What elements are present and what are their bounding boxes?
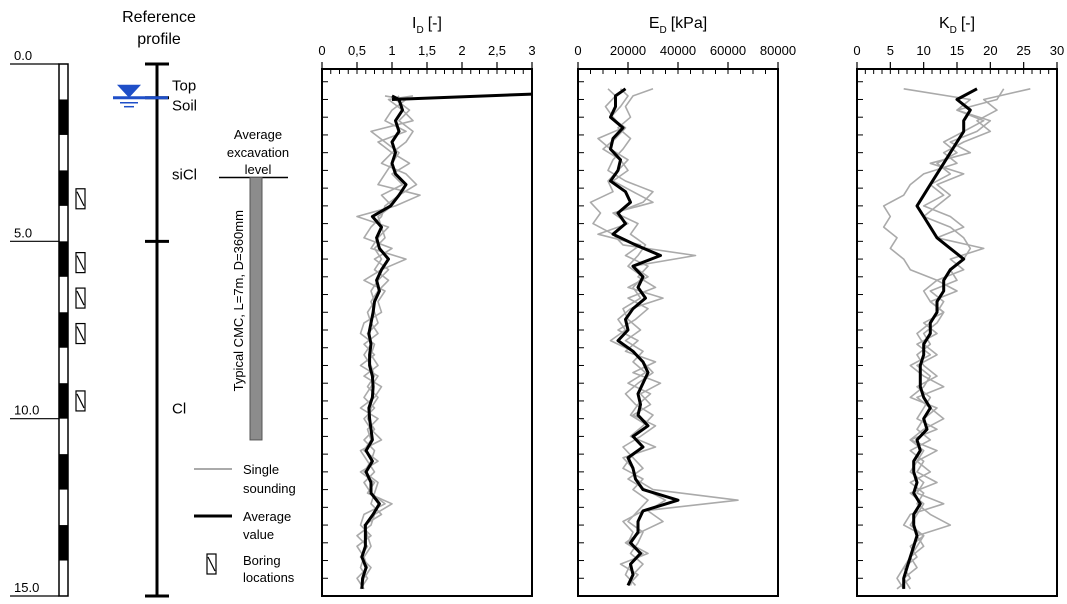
single-sounding-line bbox=[882, 88, 1031, 590]
single-sounding-line bbox=[896, 88, 1005, 590]
boring-location-icon bbox=[75, 188, 86, 210]
x-tick-label: 1,5 bbox=[418, 43, 436, 58]
pile-bar bbox=[249, 176, 263, 441]
x-tick-label: 3 bbox=[528, 43, 535, 58]
legend-average-line1: Average bbox=[243, 509, 291, 524]
single-sounding-line bbox=[597, 88, 667, 586]
x-tick-label: 40000 bbox=[660, 43, 696, 58]
excavation-label: Average bbox=[234, 127, 282, 142]
x-tick-label: 25 bbox=[1016, 43, 1030, 58]
legend-boring-icon bbox=[206, 553, 217, 575]
layer-labels: Top Soil siCl Cl bbox=[172, 78, 197, 418]
legend-boring-line2: locations bbox=[243, 570, 295, 585]
layer-label: Soil bbox=[172, 98, 197, 115]
depth-scale-band bbox=[59, 525, 68, 561]
chart-kd: KD [-] 0 5 10 15 20 25 30 bbox=[853, 15, 1064, 597]
average-value-line bbox=[360, 94, 408, 589]
depth-scale-band bbox=[59, 454, 68, 490]
chart-ed: ED [kPa] 0 20000 40000 60000 80000 bbox=[574, 15, 796, 597]
x-tick-label: 0 bbox=[318, 43, 325, 58]
layer-label: Cl bbox=[172, 400, 186, 417]
single-sounding-line bbox=[589, 88, 739, 586]
depth-tick-label: 5.0 bbox=[14, 225, 32, 240]
single-sounding-line bbox=[356, 95, 421, 590]
depth-scale-band bbox=[59, 312, 68, 348]
x-tick-label: 2,5 bbox=[488, 43, 506, 58]
depth-scale-band bbox=[59, 99, 68, 135]
legend-single-line1: Single bbox=[243, 462, 279, 477]
x-tick-label: 5 bbox=[887, 43, 894, 58]
single-sounding-line bbox=[359, 95, 411, 590]
depth-scale: 0.0 5.0 10.0 15.0 bbox=[10, 48, 69, 597]
average-value-line bbox=[391, 92, 533, 101]
excavation-label: excavation bbox=[227, 145, 289, 160]
chart-id: ID [-] 0 0,5 1 1,5 2 2,5 3 bbox=[318, 15, 536, 597]
groundwater-triangle bbox=[117, 84, 141, 98]
boring-location-icon bbox=[75, 287, 86, 309]
pile-label: Typical CMC, L=7m, D=360mm bbox=[231, 210, 246, 391]
depth-tick-label: 10.0 bbox=[14, 403, 39, 418]
x-tick-label: 15 bbox=[950, 43, 964, 58]
reference-profile-title-line2: profile bbox=[137, 31, 181, 48]
chart-frame bbox=[321, 68, 533, 597]
depth-scale-stripes bbox=[59, 99, 68, 561]
legend: Single sounding Average value Boring loc… bbox=[194, 462, 296, 585]
depth-scale-ticks: 0.0 5.0 10.0 15.0 bbox=[10, 48, 59, 597]
reference-profile-title-line1: Reference bbox=[122, 9, 196, 26]
x-tick-label: 20 bbox=[983, 43, 997, 58]
reference-profile: Reference profile Top Soil siCl Cl Average e… bbox=[113, 9, 289, 598]
depth-tick-label: 15.0 bbox=[14, 580, 39, 595]
x-tick-label: 30 bbox=[1050, 43, 1064, 58]
depth-scale-band bbox=[59, 170, 68, 206]
legend-average-line2: value bbox=[243, 527, 274, 542]
chart-frame bbox=[856, 68, 1058, 597]
average-value-line bbox=[609, 87, 680, 587]
cmc-pile: Typical CMC, L=7m, D=360mm bbox=[231, 176, 263, 441]
layer-label: siCl bbox=[172, 166, 197, 183]
excavation-level: Average excavation level bbox=[219, 127, 289, 179]
chart-frame bbox=[577, 68, 779, 597]
depth-tick-label: 0.0 bbox=[14, 48, 32, 63]
boring-location-icon bbox=[75, 390, 86, 412]
groundwater-icon bbox=[113, 84, 168, 108]
legend-boring-line1: Boring bbox=[243, 553, 281, 568]
x-tick-label: 0,5 bbox=[348, 43, 366, 58]
depth-scale-band bbox=[59, 241, 68, 277]
legend-single-line2: sounding bbox=[243, 481, 296, 496]
boring-location-icon bbox=[75, 252, 86, 274]
chart-title: KD [-] bbox=[939, 15, 975, 36]
excavation-label: level bbox=[245, 162, 272, 177]
x-tick-label: 10 bbox=[916, 43, 930, 58]
layer-label: Top bbox=[172, 78, 196, 95]
x-tick-label: 80000 bbox=[760, 43, 796, 58]
boring-location-icon bbox=[75, 322, 86, 345]
chart-title: ED [kPa] bbox=[649, 15, 707, 36]
x-tick-label: 2 bbox=[458, 43, 465, 58]
x-tick-label: 0 bbox=[574, 43, 581, 58]
average-value-line bbox=[902, 87, 978, 589]
x-tick-label: 20000 bbox=[610, 43, 646, 58]
chart-title: ID [-] bbox=[412, 15, 442, 36]
boring-markers bbox=[75, 188, 86, 412]
x-tick-label: 1 bbox=[388, 43, 395, 58]
depth-scale-band bbox=[59, 383, 68, 419]
x-tick-label: 60000 bbox=[710, 43, 746, 58]
x-tick-label: 0 bbox=[853, 43, 860, 58]
single-sounding-line bbox=[607, 88, 654, 586]
